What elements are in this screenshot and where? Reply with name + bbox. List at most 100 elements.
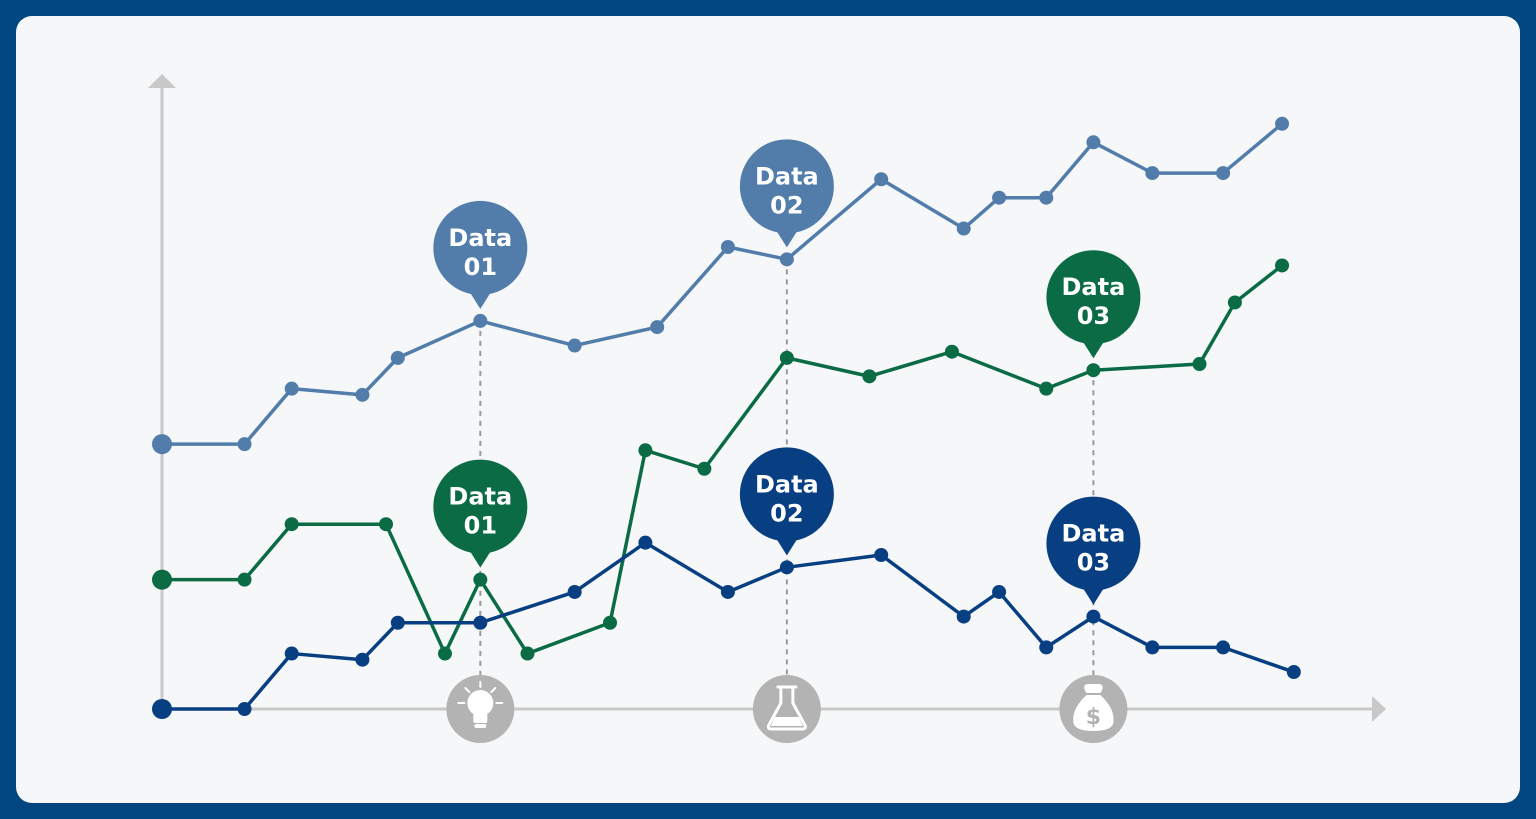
flask-outline xyxy=(766,685,807,731)
series-2-point xyxy=(603,615,618,630)
series-3-point xyxy=(237,702,252,716)
series-3-point xyxy=(473,615,488,630)
pin-pointer xyxy=(1081,339,1106,359)
series-1-point xyxy=(956,221,971,236)
pin-pointer xyxy=(468,289,493,309)
pin-label-line1: Data xyxy=(755,162,819,190)
series-1-point xyxy=(720,240,735,254)
series-1-point xyxy=(992,190,1007,205)
series-3-point xyxy=(1086,609,1101,624)
series-2-point xyxy=(520,646,535,661)
bulb-ray xyxy=(464,687,471,693)
pin-label-line2: 01 xyxy=(464,512,497,540)
pin-label-line2: 02 xyxy=(770,191,803,219)
pin-bubble xyxy=(1046,496,1141,591)
series-2-point xyxy=(862,369,877,384)
series-layer xyxy=(152,116,1301,719)
series-3-point xyxy=(284,646,299,661)
series-2-point xyxy=(697,461,712,476)
pin-pointer xyxy=(774,536,799,556)
series-1-point xyxy=(152,434,172,455)
series-3-point xyxy=(638,535,653,550)
series-1-point xyxy=(390,350,405,365)
series-3-point xyxy=(874,548,889,562)
series-3-point xyxy=(779,560,794,575)
pin-label-line1: Data xyxy=(448,224,512,252)
series-2-point xyxy=(779,350,794,365)
series-1-line xyxy=(160,122,1284,446)
bulb-neck xyxy=(473,713,488,723)
series-3-point xyxy=(567,584,582,599)
pin-pointer xyxy=(774,228,799,248)
bulb-base xyxy=(474,724,487,728)
series-2-point xyxy=(1192,357,1207,372)
series-1-point xyxy=(284,381,299,396)
series-2-point xyxy=(1227,295,1242,310)
pin-bubble xyxy=(433,459,528,554)
pin-bubble xyxy=(1046,250,1141,345)
pin-label-line2: 03 xyxy=(1077,302,1110,330)
lightbulb-icon xyxy=(446,675,515,743)
series-3 xyxy=(152,535,1301,719)
pin-bubble xyxy=(433,200,528,295)
series-3-point xyxy=(1145,640,1160,655)
series-1-point xyxy=(1039,190,1054,205)
money-bag-icon: $ xyxy=(1059,675,1128,743)
flask-liquid xyxy=(770,717,803,726)
series-3-point xyxy=(956,609,971,624)
pin-pointer xyxy=(1081,585,1106,605)
series-1-point xyxy=(650,320,665,335)
series-2-point xyxy=(638,443,653,458)
series-1-point xyxy=(355,387,370,402)
flask-icon xyxy=(752,675,821,743)
series-1-point xyxy=(1086,135,1101,150)
series-3-point xyxy=(720,584,735,599)
flask-icon-bg xyxy=(752,675,821,743)
series-2-point xyxy=(1086,363,1101,378)
series-1-point xyxy=(1216,166,1231,181)
bulb-ray xyxy=(490,687,497,693)
pin-label-line1: Data xyxy=(448,483,512,511)
series-1-point xyxy=(779,252,794,267)
series-1-point xyxy=(1145,166,1160,181)
category-icons: $ xyxy=(446,675,1128,743)
series-3-point xyxy=(992,584,1007,599)
series-2 xyxy=(152,258,1290,661)
pin-bubble xyxy=(739,447,834,542)
bag-top xyxy=(1084,684,1103,693)
chart-panel: $ Data 01 Data 02 Data 03 Data 01 Data 02 Data 03 xyxy=(16,16,1520,803)
series-2-point xyxy=(437,646,452,661)
pin-label-line1: Data xyxy=(1062,273,1126,301)
series-3-point xyxy=(1039,640,1054,655)
series-3-point xyxy=(1216,640,1231,655)
dollar-sign: $ xyxy=(1086,705,1101,730)
series-2-point xyxy=(473,572,488,587)
pin-label-line1: Data xyxy=(755,470,819,498)
series-2-point xyxy=(237,572,252,587)
series-1-point xyxy=(874,172,889,187)
series-2-point xyxy=(152,569,172,590)
series-3-point xyxy=(1286,665,1301,680)
x-axis-arrow xyxy=(1372,696,1386,722)
bag-body xyxy=(1073,695,1114,731)
pin-label-line2: 03 xyxy=(1077,549,1110,577)
series-3-line xyxy=(160,540,1296,711)
series-1 xyxy=(152,116,1290,455)
series-2-point xyxy=(379,517,394,532)
pin-bubble xyxy=(739,139,834,234)
series-2-point xyxy=(1039,381,1054,396)
series-2-line xyxy=(160,263,1284,656)
series-1-point xyxy=(567,338,582,353)
pin-pointer xyxy=(468,548,493,568)
series-3-point xyxy=(152,699,172,719)
series-2-point xyxy=(944,344,959,359)
y-axis-arrow xyxy=(148,74,176,88)
series-3-point xyxy=(355,652,370,667)
pin-label-line2: 02 xyxy=(770,499,803,527)
